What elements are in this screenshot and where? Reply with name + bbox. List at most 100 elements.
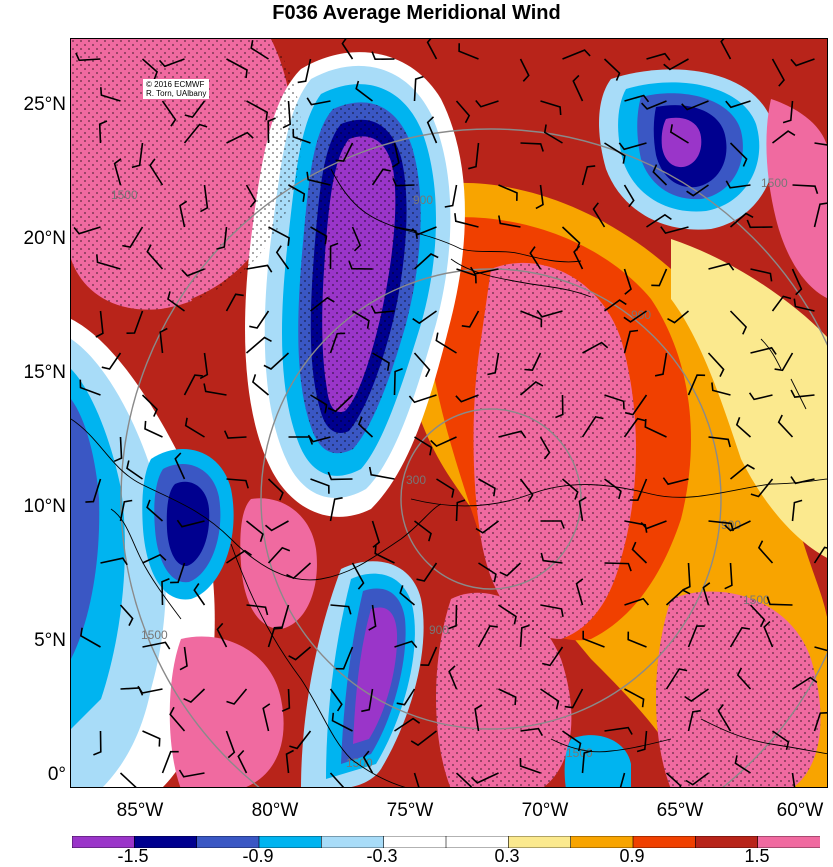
- wind-barb: [275, 245, 290, 270]
- wind-barb: [226, 131, 254, 144]
- wind-barb: [498, 184, 518, 201]
- wind-barb: [250, 40, 269, 60]
- wind-barb: [707, 352, 725, 377]
- wind-barb: [624, 94, 650, 103]
- wind-barb: [711, 382, 731, 396]
- wind-barb: [267, 626, 283, 648]
- wind-barb: [582, 341, 609, 354]
- wind-barb: [329, 688, 343, 712]
- ring-label-1500-s: 1500: [346, 756, 373, 770]
- wind-barb: [729, 142, 748, 167]
- wind-barb: [268, 226, 290, 246]
- credit-box: © 2016 ECMWF R. Torn, UAlbany: [143, 79, 210, 99]
- wind-barb: [306, 171, 331, 186]
- wind-barb: [426, 116, 438, 144]
- map-panel: 300 900 900 900 900 1500 1500 1500 1500 …: [70, 38, 828, 788]
- wind-barb: [131, 142, 144, 169]
- wind-barb: [581, 416, 604, 438]
- coastlines: [71, 168, 827, 787]
- wind-barb: [371, 520, 381, 548]
- wind-barb: [792, 676, 818, 690]
- wind-barb: [126, 310, 144, 334]
- wind-barb: [392, 177, 415, 187]
- wind-barb: [640, 520, 667, 530]
- wind-barb: [426, 39, 438, 60]
- wind-barb: [814, 646, 827, 652]
- credit-line-2: R. Torn, UAlbany: [146, 89, 207, 98]
- wind-barb: [470, 772, 499, 784]
- wind-barb: [736, 667, 752, 690]
- wind-barb: [448, 604, 458, 630]
- wind-barb: [216, 622, 228, 648]
- wind-barb: [335, 646, 354, 670]
- wind-barb: [458, 43, 479, 60]
- wind-barb: [498, 688, 517, 706]
- wind-barb: [420, 646, 438, 667]
- wind-barb: [636, 730, 648, 753]
- ring-label-1500-e: 1500: [743, 593, 770, 607]
- wind-barb: [669, 124, 689, 144]
- wind-barb: [368, 604, 377, 631]
- wind-barb: [790, 476, 815, 485]
- colorbar-label-m09: -0.9: [242, 846, 274, 866]
- wind-barb: [543, 124, 563, 144]
- wind-barb: [540, 604, 564, 617]
- wind-barb: [520, 310, 543, 328]
- wind-barb: [410, 730, 437, 747]
- wind-barb: [604, 478, 622, 500]
- wind-barb: [246, 604, 269, 616]
- wind-barb: [413, 772, 420, 787]
- wind-barb: [396, 688, 416, 706]
- wind-barb: [652, 164, 668, 186]
- wind-barb: [411, 226, 437, 236]
- wind-barb: [330, 604, 352, 615]
- wind-barb: [310, 478, 330, 494]
- wind-barb: [331, 712, 353, 732]
- lon-label-60w: 60°W: [776, 800, 824, 821]
- wind-barb: [113, 158, 122, 186]
- wind-barb: [225, 730, 236, 759]
- wind-barb: [684, 688, 709, 702]
- wind-barb: [414, 520, 432, 542]
- lon-label-75w: 75°W: [386, 800, 434, 821]
- lon-label-70w: 70°W: [521, 800, 569, 821]
- range-rings: [120, 128, 827, 787]
- wind-barb: [777, 414, 794, 438]
- wind-barb: [226, 58, 248, 79]
- wind-barb: [179, 646, 188, 671]
- wind-barb: [540, 552, 563, 564]
- wind-barb: [391, 142, 400, 168]
- wind-barb: [757, 540, 774, 564]
- wind-barb: [167, 291, 185, 312]
- wind-barb: [73, 226, 101, 235]
- wind-barb: [681, 100, 709, 111]
- wind-barb: [370, 305, 395, 314]
- wind-barb: [791, 499, 803, 522]
- wind-barb: [174, 452, 186, 480]
- wind-barb: [555, 394, 564, 419]
- meridional-wind-map: 300 900 900 900 900 1500 1500 1500 1500 …: [71, 39, 827, 787]
- lat-label-20n: 20°N: [23, 228, 66, 249]
- wind-barb: [475, 99, 499, 108]
- wind-barb: [119, 604, 134, 626]
- wind-barb: [362, 750, 374, 774]
- wind-barb: [623, 310, 647, 323]
- wind-barb: [470, 266, 499, 275]
- wind-barb: [351, 226, 362, 252]
- wind-barb: [146, 499, 164, 522]
- ring-label-1500-se: 1500: [566, 746, 593, 760]
- wind-barb: [813, 711, 827, 732]
- colorbar-label-m03: -0.3: [366, 846, 398, 866]
- wind-barb: [793, 298, 815, 312]
- wind-barb: [717, 704, 732, 732]
- wind-barb: [357, 416, 374, 438]
- wind-barb: [651, 268, 668, 287]
- wind-barb: [137, 685, 163, 694]
- wind-barb: [79, 379, 101, 396]
- wind-barb: [791, 268, 803, 296]
- wind-barb: [478, 562, 497, 583]
- wind-barb: [216, 226, 228, 250]
- wind-barb: [539, 436, 551, 460]
- wind-barb: [749, 604, 766, 628]
- wind-barb: [748, 392, 773, 401]
